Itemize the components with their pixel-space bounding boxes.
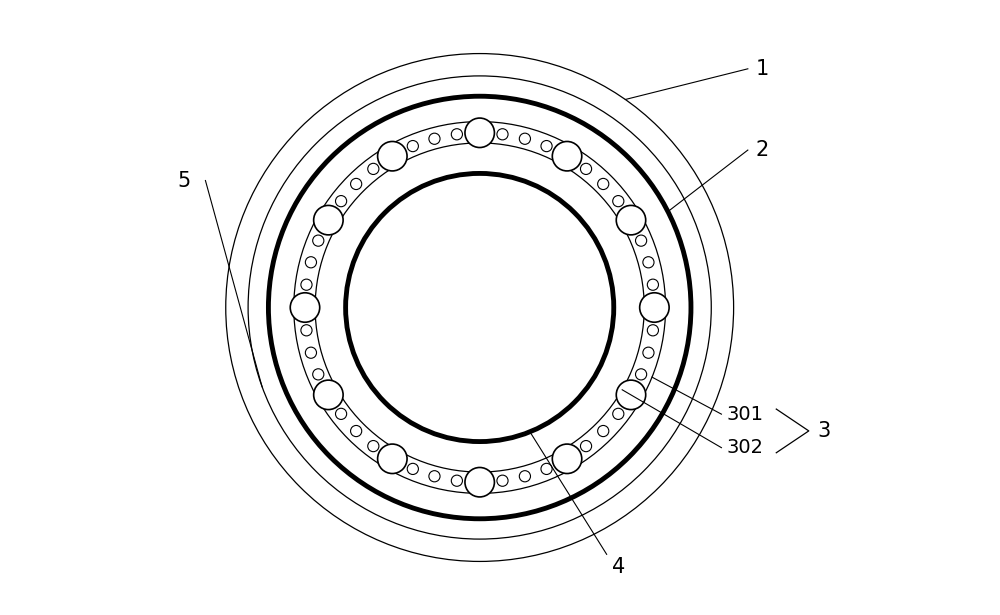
Circle shape: [497, 129, 508, 140]
Circle shape: [313, 369, 324, 380]
Circle shape: [378, 141, 407, 171]
Circle shape: [301, 279, 312, 290]
Text: 301: 301: [727, 405, 764, 424]
Circle shape: [313, 235, 324, 246]
Text: 302: 302: [727, 438, 764, 457]
Text: 5: 5: [177, 170, 190, 191]
Circle shape: [598, 426, 609, 437]
Circle shape: [305, 347, 317, 359]
Circle shape: [541, 140, 552, 152]
Circle shape: [598, 178, 609, 189]
Text: 2: 2: [756, 140, 769, 160]
Circle shape: [290, 293, 320, 322]
Circle shape: [519, 133, 530, 145]
Circle shape: [305, 256, 317, 268]
Circle shape: [465, 118, 494, 148]
Text: 4: 4: [612, 557, 625, 576]
Circle shape: [465, 467, 494, 497]
Circle shape: [613, 196, 624, 207]
Circle shape: [407, 463, 418, 475]
Circle shape: [580, 164, 592, 175]
Circle shape: [643, 256, 654, 268]
Circle shape: [640, 293, 669, 322]
Circle shape: [429, 133, 440, 145]
Circle shape: [429, 470, 440, 482]
Circle shape: [314, 380, 343, 410]
Text: 1: 1: [756, 59, 769, 79]
Circle shape: [552, 444, 582, 474]
Circle shape: [407, 140, 418, 152]
Circle shape: [351, 426, 362, 437]
Circle shape: [552, 141, 582, 171]
Circle shape: [368, 440, 379, 451]
Circle shape: [643, 347, 654, 359]
Circle shape: [647, 325, 658, 336]
Circle shape: [497, 475, 508, 486]
Circle shape: [335, 408, 347, 419]
Circle shape: [541, 463, 552, 475]
Circle shape: [335, 196, 347, 207]
Circle shape: [616, 205, 646, 235]
Circle shape: [368, 164, 379, 175]
Circle shape: [636, 235, 647, 246]
Circle shape: [351, 178, 362, 189]
Circle shape: [451, 129, 462, 140]
Circle shape: [451, 475, 462, 486]
Circle shape: [378, 444, 407, 474]
Circle shape: [301, 325, 312, 336]
Circle shape: [647, 279, 658, 290]
Circle shape: [580, 440, 592, 451]
Circle shape: [636, 369, 647, 380]
Circle shape: [616, 380, 646, 410]
Circle shape: [519, 470, 530, 482]
Text: 3: 3: [817, 421, 830, 441]
Circle shape: [314, 205, 343, 235]
Circle shape: [613, 408, 624, 419]
